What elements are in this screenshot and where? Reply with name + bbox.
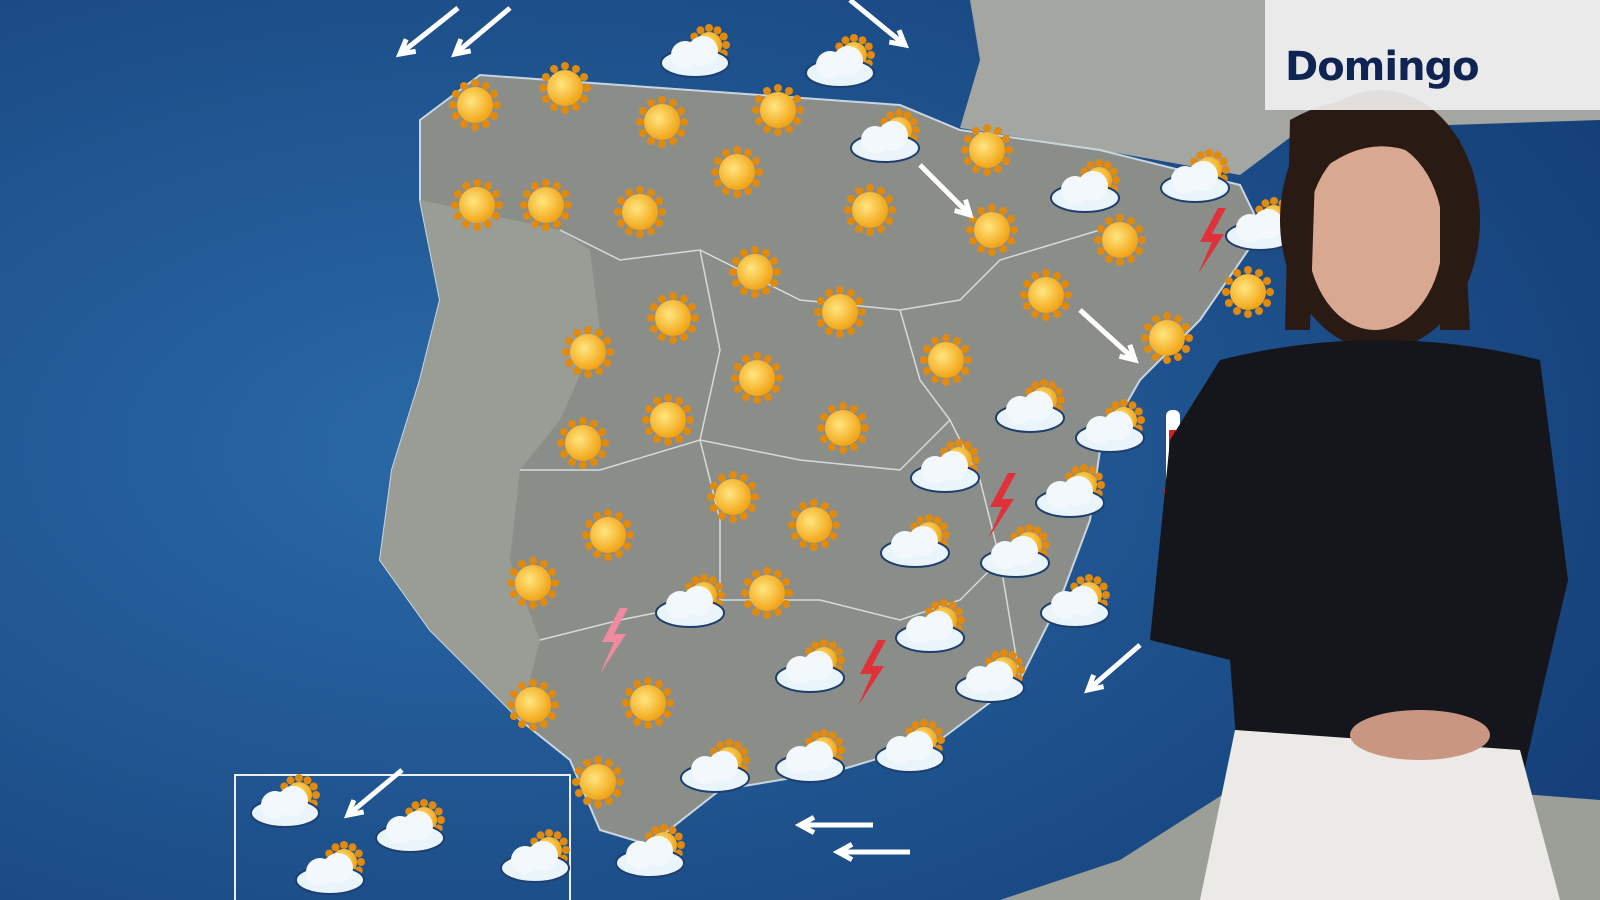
sun-icon [729, 246, 781, 298]
sun-icon [636, 96, 688, 148]
sun-icon [647, 292, 699, 344]
sun-icon [752, 84, 804, 136]
sun-icon [817, 402, 869, 454]
sun-cloud-icon [775, 729, 845, 783]
wind-arrow-icon [451, 6, 512, 58]
sun-cloud-icon [850, 109, 920, 163]
sun-cloud-icon [880, 514, 950, 568]
day-label-box [1265, 0, 1600, 110]
wind-arrow-icon [794, 815, 873, 835]
wind-arrow-icon [848, 0, 910, 49]
sun-icon [1222, 266, 1274, 318]
sun-cloud-icon [775, 639, 845, 693]
sun-icon [966, 204, 1018, 256]
sun-icon [562, 326, 614, 378]
sun-cloud-icon [1160, 149, 1230, 203]
sun-icon [814, 286, 866, 338]
sun-icon [507, 679, 559, 731]
sun-icon [731, 352, 783, 404]
sun-icon [961, 124, 1013, 176]
sun-cloud-icon [660, 24, 730, 78]
sun-icon [741, 567, 793, 619]
sun-cloud-icon [1075, 399, 1145, 453]
sun-icon [711, 146, 763, 198]
sun-icon [449, 79, 501, 131]
sun-cloud-icon [655, 574, 725, 628]
lightning-icon [1198, 208, 1226, 274]
sun-cloud-icon [805, 34, 875, 88]
lightning-icon [988, 473, 1016, 539]
lightning-icon [858, 640, 886, 706]
sun-cloud-icon [250, 774, 320, 828]
sun-icon [572, 756, 624, 808]
sun-icon [557, 417, 609, 469]
lightning-icon [600, 608, 628, 674]
sun-cloud-icon [955, 649, 1025, 703]
sun-icon [622, 677, 674, 729]
sun-icon [1141, 312, 1193, 364]
sun-cloud-icon [295, 841, 365, 895]
sun-cloud-icon [995, 379, 1065, 433]
sun-cloud-icon [895, 599, 965, 653]
wind-arrow-icon [918, 163, 974, 219]
sun-cloud-icon [375, 799, 445, 853]
sun-icon [451, 179, 503, 231]
sun-icon [844, 184, 896, 236]
sun-icon [614, 186, 666, 238]
sun-cloud-icon [1040, 574, 1110, 628]
sun-cloud-icon [910, 439, 980, 493]
sun-icon [539, 62, 591, 114]
portugal-land [380, 200, 600, 720]
sun-cloud-icon [980, 524, 1050, 578]
sun-cloud-icon [875, 719, 945, 773]
wind-arrow-icon [1078, 308, 1139, 364]
sun-icon [507, 557, 559, 609]
sun-cloud-icon [680, 739, 750, 793]
sun-cloud-icon [500, 829, 570, 883]
canary-islands-inset [234, 774, 571, 900]
sun-icon [642, 394, 694, 446]
wind-arrow-icon [343, 768, 404, 819]
wind-arrow-icon [395, 6, 460, 58]
sun-icon [582, 509, 634, 561]
wind-arrow-icon [832, 842, 910, 862]
sun-cloud-icon [615, 824, 685, 878]
sun-icon [920, 334, 972, 386]
sun-icon [1020, 269, 1072, 321]
presenter [1150, 90, 1568, 900]
sun-icon [1094, 214, 1146, 266]
sun-icon [788, 499, 840, 551]
sun-cloud-icon [1035, 464, 1105, 518]
day-label: Domingo [1285, 44, 1480, 90]
sun-icon [707, 471, 759, 523]
sun-cloud-icon [1050, 159, 1120, 213]
wind-arrow-icon [1084, 643, 1142, 694]
sun-icon [520, 179, 572, 231]
